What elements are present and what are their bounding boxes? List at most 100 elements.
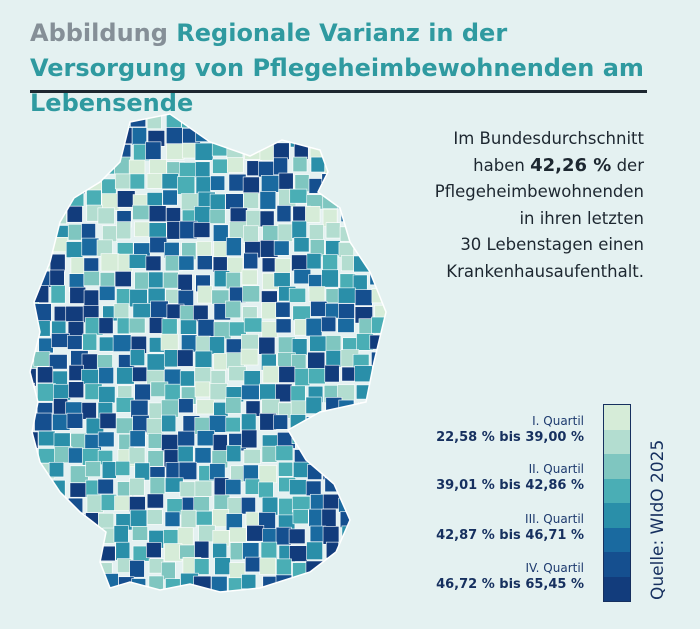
district-cell [337,412,355,429]
district-cell [387,544,402,560]
district-cell [162,189,178,206]
district-cell [309,444,328,463]
district-cell [30,368,37,387]
district-cell [326,114,345,129]
district-cell [403,317,420,334]
district-cell [339,607,356,612]
district-cell [208,415,227,433]
district-cell [209,209,226,224]
district-cell [68,447,84,464]
average-value: 42,26 % [530,154,612,176]
district-cell [245,114,261,128]
district-cell [66,114,82,130]
legend-swatch [604,527,630,552]
district-cell [288,287,306,303]
district-cell [241,574,257,590]
district-cell [48,508,67,527]
district-cell [324,364,340,383]
district-cell [294,611,309,612]
district-cell [229,527,247,543]
district-cell [30,192,33,208]
district-cell [275,445,294,461]
info-pre: haben [473,155,525,175]
district-cell [30,589,33,592]
page-title: Abbildung Regionale Varianz in der Verso… [30,16,670,121]
district-cell [101,461,117,479]
district-cell [129,349,145,366]
district-cell [30,512,41,530]
district-cell [196,255,213,270]
district-cell [225,417,241,433]
legend-range: 42,87 % bis 46,71 % [436,528,584,543]
district-cell [37,366,54,384]
district-cell [273,157,288,176]
district-cell [98,386,116,404]
district-cell [148,205,167,222]
district-cell [180,319,197,335]
district-cell [261,321,278,338]
district-cell [49,269,65,286]
district-cell [146,353,166,372]
district-cell [128,254,148,269]
district-cell [213,241,229,259]
district-cell [134,383,151,401]
district-cell [37,239,54,255]
district-cell [69,558,87,574]
district-cell [51,333,70,348]
district-cell [321,173,340,192]
district-cell [69,482,88,498]
district-cell [291,220,307,239]
district-cell [262,225,279,243]
district-cell [325,335,342,352]
district-cell [193,595,210,612]
district-cell [70,432,87,449]
district-cell [81,114,101,128]
district-cell [385,321,386,340]
district-cell [294,594,312,609]
district-cell [325,240,341,256]
district-cell [337,450,355,466]
district-cell [390,285,405,301]
district-cell [278,366,296,383]
district-cell [195,161,211,180]
district-cell [177,349,194,367]
district-cell [35,480,53,497]
district-cell [37,608,52,612]
district-cell [30,445,35,463]
district-cell [259,210,275,228]
district-cell [273,142,290,160]
district-cell [307,610,323,612]
district-cell [226,237,242,256]
district-cell [53,383,71,401]
district-cell [49,253,66,273]
legend-swatch [604,503,630,528]
district-cell [337,287,356,304]
district-cell [323,578,339,592]
district-cell [194,480,213,497]
district-cell [97,478,114,495]
district-cell [53,605,70,612]
district-cell [34,191,53,210]
district-cell [131,127,147,146]
district-cell [146,493,164,509]
district-cell [68,381,85,399]
district-cell [145,141,162,160]
district-cell [243,192,259,209]
district-cell [65,608,81,612]
district-cell [100,146,118,163]
district-cell [390,493,406,509]
district-cell [241,333,259,351]
district-cell [241,269,258,286]
district-cell [305,480,322,496]
district-cell [324,561,343,577]
district-cell [372,384,386,400]
district-cell [53,529,73,547]
info-line: Pflegeheimbewohnenden [434,182,644,201]
district-cell [406,337,420,354]
district-cell [307,129,323,146]
district-cell [226,445,242,463]
district-cell [81,368,99,385]
district-cell [128,317,146,334]
district-cell [259,191,277,210]
district-cell [84,126,101,142]
